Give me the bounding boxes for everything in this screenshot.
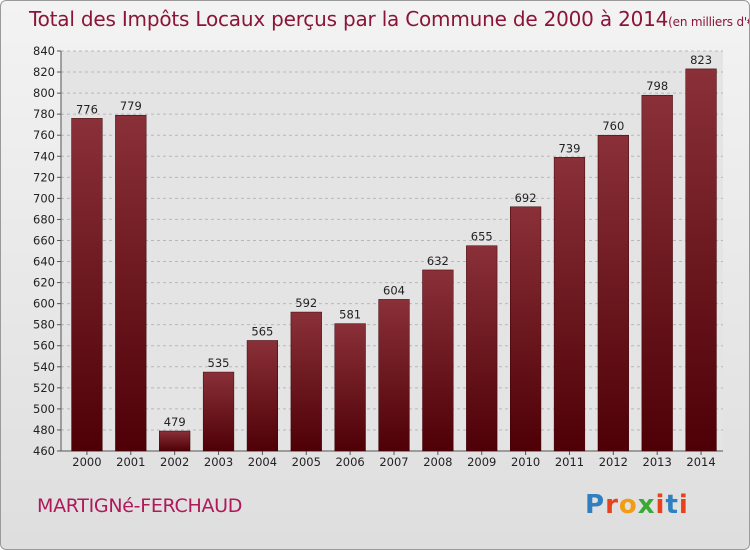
title-unit: (en milliers d'€): [668, 15, 750, 29]
bar-2005: [290, 311, 322, 452]
data-label: 479: [164, 415, 186, 429]
x-tick-label: 2014: [686, 455, 715, 469]
commune-name: MARTIGNé-FERCHAUD: [37, 495, 243, 517]
data-label: 823: [690, 53, 712, 67]
x-tick-label: 2010: [511, 455, 540, 469]
data-label: 565: [251, 324, 273, 338]
bar-2001: [115, 114, 147, 452]
x-tick-label: 2007: [379, 455, 408, 469]
x-tick-label: 2000: [72, 455, 101, 469]
y-tick-label: 660: [33, 233, 55, 247]
y-tick-label: 620: [33, 276, 55, 290]
data-label: 760: [602, 119, 624, 133]
axis-layer: 460 480 500 520 540 560 580 600 620 640 660 680 700 7…: [33, 44, 723, 469]
y-tick-label: 720: [33, 170, 55, 184]
logo-letter: o: [618, 490, 638, 520]
data-label: 592: [295, 296, 317, 310]
data-label: 779: [120, 99, 142, 113]
y-tick-label: 640: [33, 255, 55, 269]
bar-2002: [159, 430, 191, 452]
y-tick-label: 800: [33, 86, 55, 100]
data-label: 776: [76, 102, 98, 116]
y-tick-label: 700: [33, 191, 55, 205]
logo-letter: x: [637, 490, 656, 520]
proxiti-logo[interactable]: Proxiti: [585, 490, 689, 520]
y-tick-label: 500: [33, 402, 55, 416]
data-label: 655: [471, 230, 493, 244]
y-tick-label: 820: [33, 65, 55, 79]
y-tick-label: 480: [33, 423, 55, 437]
bar-2009: [466, 245, 498, 452]
bar-2013: [641, 94, 673, 452]
y-tick-label: 540: [33, 360, 55, 374]
bar-2008: [422, 269, 454, 452]
x-tick-label: 2003: [204, 455, 233, 469]
y-tick-label: 520: [33, 381, 55, 395]
bar-2007: [378, 299, 410, 452]
logo-letter: r: [605, 490, 619, 520]
logo-letter: i: [655, 490, 666, 520]
x-tick-label: 2002: [160, 455, 189, 469]
bar-2006: [334, 323, 366, 452]
bar-2000: [71, 118, 103, 452]
y-tick-label: 840: [33, 44, 55, 58]
data-label: 604: [383, 283, 405, 297]
title-main: Total des Impôts Locaux perçus par la Co…: [29, 7, 669, 31]
bar-2011: [553, 157, 586, 452]
bar-2004: [246, 340, 279, 452]
data-label: 739: [558, 141, 580, 155]
data-label: 581: [339, 308, 361, 322]
x-tick-label: 2013: [643, 455, 672, 469]
logo-letter: t: [665, 490, 679, 520]
data-label: 632: [427, 254, 449, 268]
y-tick-label: 600: [33, 297, 55, 311]
data-label: 798: [646, 79, 668, 93]
x-tick-label: 2009: [467, 455, 496, 469]
y-tick-label: 760: [33, 128, 55, 142]
x-tick-label: 2011: [555, 455, 584, 469]
x-tick-label: 2001: [116, 455, 145, 469]
data-label: 692: [515, 191, 537, 205]
data-label: 535: [208, 356, 230, 370]
y-tick-label: 580: [33, 318, 55, 332]
bar-2012: [597, 134, 629, 452]
bar-layer: 776 779 479 535 565 592 581 604 632 655 692 739 760 7…: [71, 53, 717, 452]
y-tick-label: 560: [33, 339, 55, 353]
y-tick-label: 780: [33, 107, 55, 121]
chart-title: Total des Impôts Locaux perçus par la Co…: [29, 7, 750, 31]
bar-2014: [685, 68, 717, 452]
logo-letter: i: [678, 490, 689, 520]
x-tick-label: 2012: [599, 455, 628, 469]
x-tick-label: 2008: [423, 455, 452, 469]
y-tick-label: 460: [33, 444, 55, 458]
x-tick-label: 2006: [335, 455, 364, 469]
x-tick-label: 2005: [292, 455, 321, 469]
bar-2003: [202, 371, 235, 452]
x-tick-label: 2004: [248, 455, 277, 469]
y-tick-label: 740: [33, 149, 55, 163]
y-tick-label: 680: [33, 212, 55, 226]
bar-2010: [509, 206, 542, 452]
logo-letter: P: [585, 490, 606, 520]
